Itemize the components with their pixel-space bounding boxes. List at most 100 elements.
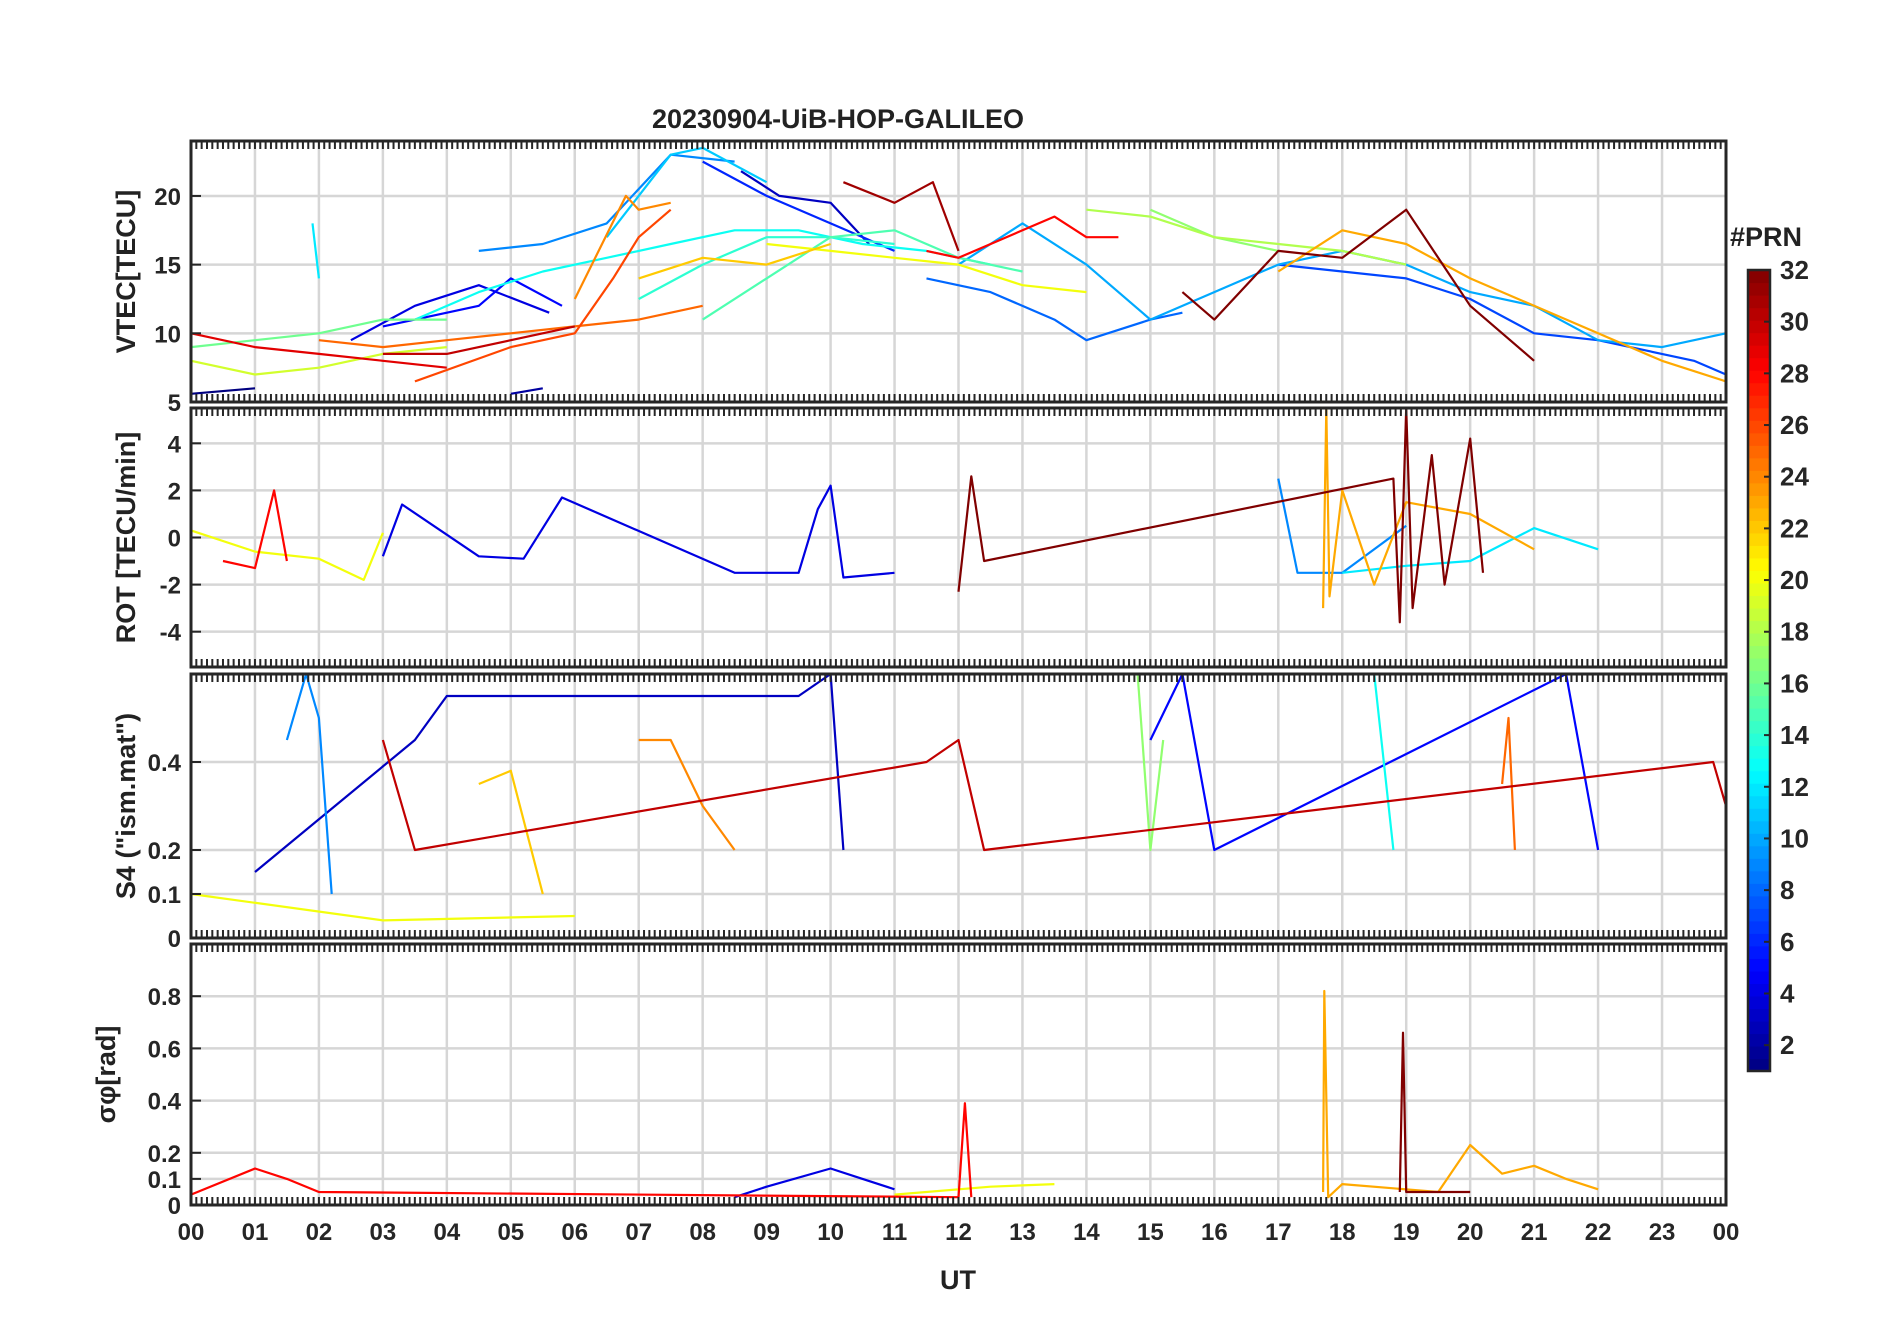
colorbar-segment [1748, 1020, 1770, 1035]
y-tick-label: 4 [168, 431, 182, 458]
colorbar-segment [1748, 420, 1770, 434]
colorbar-segment [1748, 407, 1770, 421]
colorbar-segment [1748, 808, 1770, 822]
colorbar-tick-label: 12 [1780, 772, 1809, 802]
x-tick-label: 13 [1009, 1219, 1036, 1246]
x-tick-label: 15 [1137, 1219, 1164, 1246]
chart-title: 20230904-UiB-HOP-GALILEO [652, 104, 1024, 134]
series-prn-9 [1277, 478, 1407, 574]
colorbar-segment [1748, 645, 1770, 659]
series-prn-4 [350, 284, 550, 342]
colorbar-segment [1748, 883, 1770, 897]
x-tick-label: 18 [1329, 1219, 1356, 1246]
series-prn-23 [1321, 989, 1599, 1199]
colorbar-segment [1748, 708, 1770, 722]
y-tick-label: 5 [168, 390, 181, 417]
y-axis-label: S4 ("ism.mat") [111, 713, 141, 899]
series-prn-26 [414, 208, 672, 383]
colorbar-title: #PRN [1730, 222, 1802, 252]
y-tick-label: -2 [160, 573, 181, 600]
colorbar-segment [1748, 1045, 1770, 1060]
minor-ticks [190, 408, 1727, 667]
y-tick-label: 20 [154, 184, 181, 211]
series-prn-32 [1181, 208, 1535, 362]
colorbar-tick-label: 30 [1780, 307, 1809, 337]
series-prn-20 [894, 1183, 1055, 1196]
x-tick-label: 19 [1393, 1219, 1420, 1246]
series-prn-18 [1086, 208, 1407, 266]
colorbar-tick-label: 18 [1780, 617, 1809, 647]
y-tick-label: 0 [168, 526, 181, 553]
colorbar-segment [1748, 270, 1770, 284]
colorbar-segment [1748, 870, 1770, 884]
panel-4: 00.10.2 0.4 0.6 0.8 σφ[rad] [91, 942, 1728, 1220]
series-prn-32 [957, 406, 1485, 624]
colorbar-segment [1748, 370, 1770, 384]
colorbar-segment [1748, 1058, 1770, 1072]
colorbar-tick-label: 26 [1780, 410, 1809, 440]
colorbar-tick-label: 8 [1780, 875, 1794, 905]
y-tick-label: 0.4 [148, 750, 182, 777]
y-axis-label: σφ[rad] [91, 1026, 121, 1124]
colorbar-tick-label: 4 [1780, 978, 1795, 1008]
x-axis-label: UT [940, 1265, 976, 1295]
colorbar-tick-label: 10 [1780, 823, 1809, 853]
colorbar-tick-label: 28 [1780, 358, 1809, 388]
series-prn-28 [926, 215, 1119, 259]
colorbar-segment [1748, 507, 1770, 521]
series-prn-14 [638, 236, 895, 300]
colorbar-segment [1748, 833, 1770, 847]
series-prn-13 [414, 229, 991, 321]
series-prn-17 [1136, 673, 1165, 852]
colorbar-segment [1748, 445, 1770, 459]
colorbar-tick-label: 22 [1780, 513, 1809, 543]
x-tick-label: 05 [497, 1219, 524, 1246]
x-tick-label: 20 [1457, 1219, 1484, 1246]
colorbar-segment [1748, 532, 1770, 546]
series-prn-24 [638, 738, 736, 851]
y-tick-label: 15 [154, 253, 181, 280]
series-prn-29 [190, 332, 447, 369]
y-tick-label: 0 [168, 926, 181, 953]
colorbar-segment [1748, 307, 1770, 321]
x-tick-label: 11 [882, 1219, 907, 1246]
x-tick-label: 17 [1265, 1219, 1292, 1246]
colorbar-segment [1748, 357, 1770, 371]
y-tick-label: 0.4 [148, 1089, 182, 1116]
x-tick-label: 02 [306, 1219, 333, 1246]
colorbar-segment [1748, 495, 1770, 509]
colorbar-tick-label: 2 [1780, 1030, 1794, 1060]
colorbar-segment [1748, 320, 1770, 334]
colorbar-segment [1748, 595, 1770, 609]
colorbar-segment [1748, 720, 1770, 734]
series-prn-22 [638, 242, 831, 280]
y-tick-label: 0.2 [148, 838, 181, 865]
minor-ticks [190, 674, 1727, 938]
colorbar-segment [1748, 557, 1770, 571]
series-prn-9 [285, 672, 333, 895]
x-tick-label: 22 [1585, 1219, 1612, 1246]
colorbar-segment [1748, 570, 1770, 584]
series-prn-28 [190, 1102, 973, 1199]
series-prn-9 [478, 153, 735, 252]
series-prn-28 [222, 489, 288, 570]
colorbar-segment [1748, 1008, 1770, 1022]
colorbar-segment [1748, 695, 1770, 709]
y-tick-label: 0.2 [148, 1141, 181, 1168]
x-tick-label: 06 [561, 1219, 588, 1246]
colorbar-segment [1748, 958, 1770, 972]
colorbar-segment [1748, 545, 1770, 559]
grid [191, 674, 1726, 940]
series-prn-20 [190, 529, 384, 582]
colorbar-segment [1748, 733, 1770, 747]
y-tick-label: 0 [168, 1193, 181, 1220]
colorbar-frame [1746, 268, 1772, 1073]
x-tick-label: 08 [689, 1219, 716, 1246]
colorbar-segment [1748, 657, 1770, 672]
colorbar-segment [1748, 758, 1770, 772]
colorbar-segment [1748, 295, 1770, 309]
colorbar-segment [1748, 783, 1770, 797]
colorbar-tick-label: 32 [1780, 255, 1809, 285]
series-prn-20 [766, 242, 1087, 294]
